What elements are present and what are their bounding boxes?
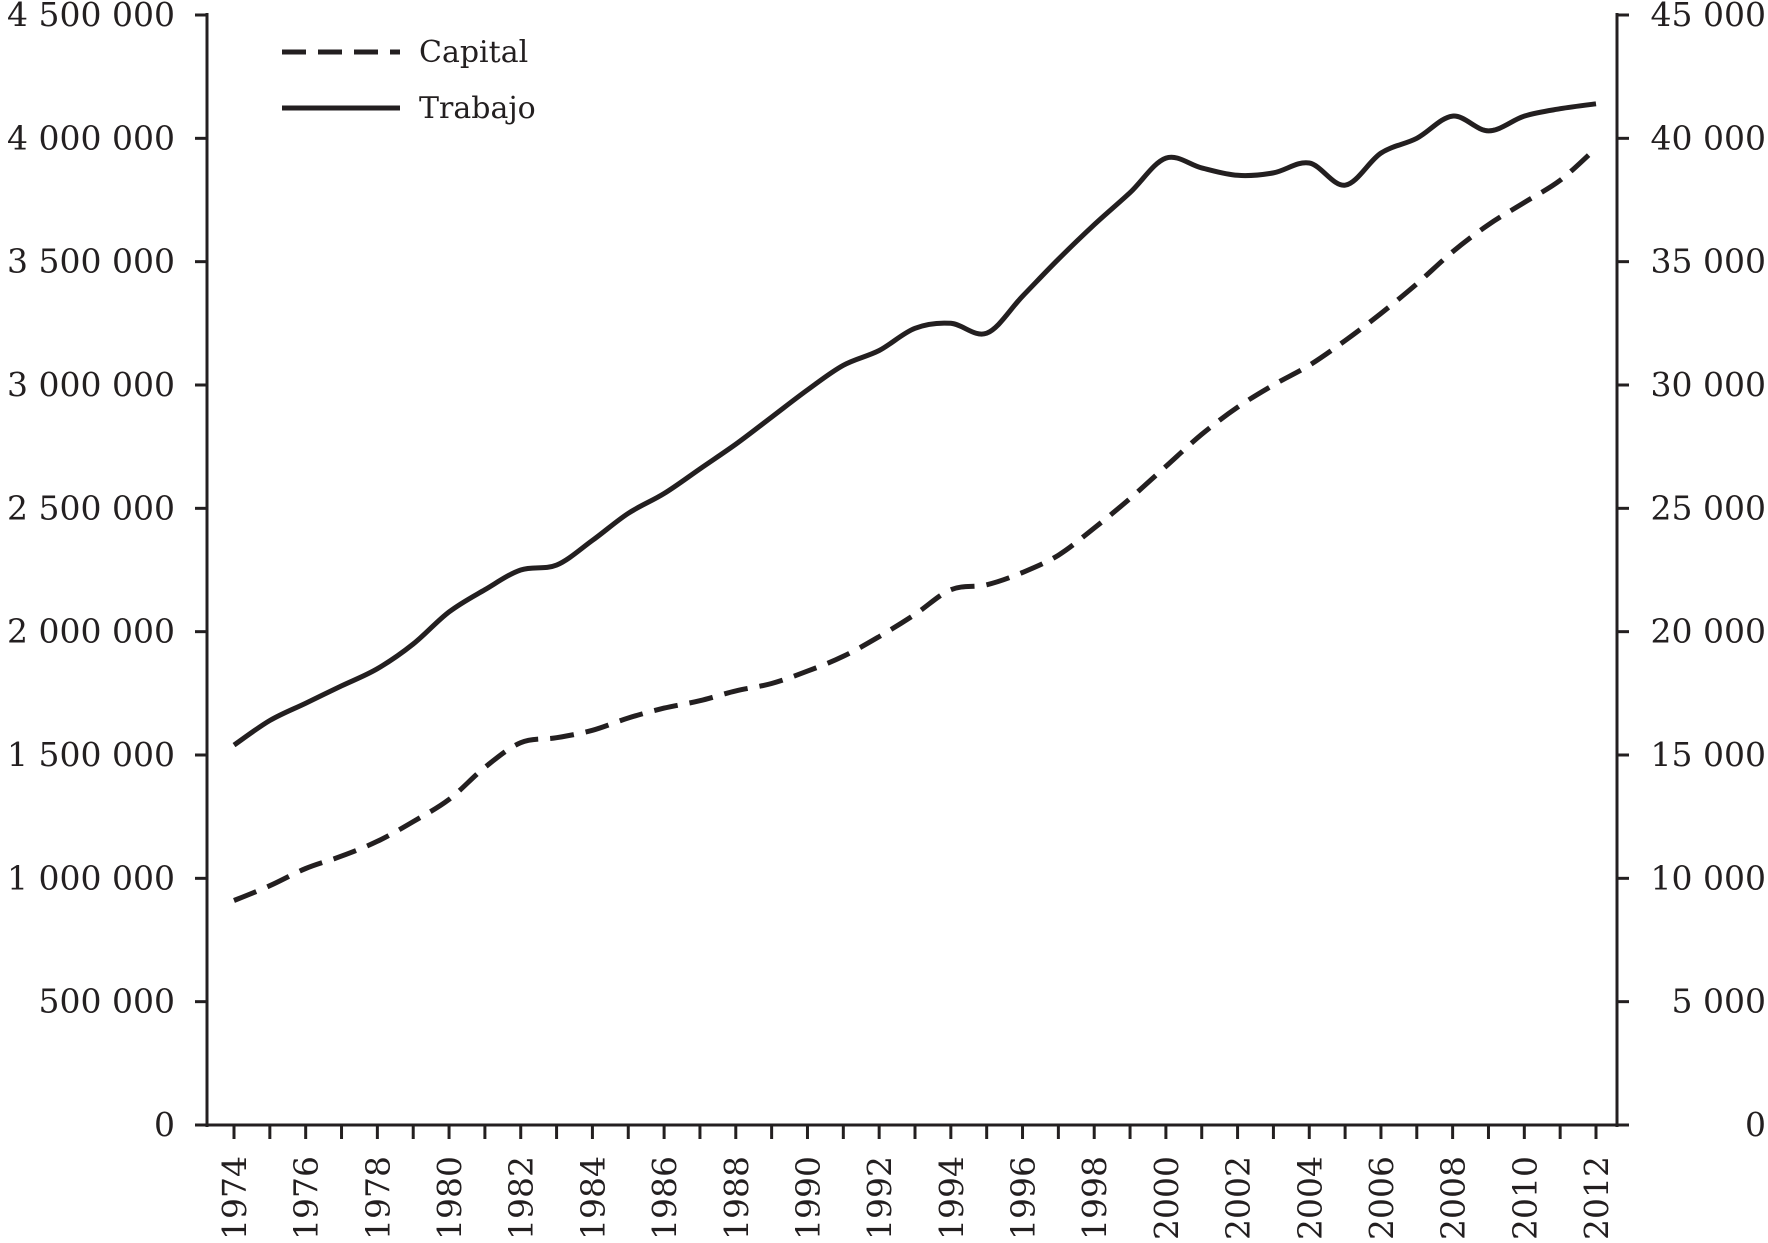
x-tick-label: 1994 (932, 1156, 971, 1240)
x-tick-label: 2004 (1290, 1156, 1329, 1240)
x-tick-label: 1974 (215, 1156, 254, 1240)
y-left-tick-label: 0 (154, 1105, 175, 1144)
legend: Capital Trabajo (282, 35, 536, 126)
x-tick-label: 1998 (1075, 1156, 1114, 1240)
x-tick-label: 1990 (788, 1156, 827, 1240)
y-left-tick-label: 3 000 000 (7, 365, 175, 404)
x-tick-label: 2006 (1362, 1156, 1401, 1240)
y-right-tick-label: 5 000 (1672, 982, 1766, 1021)
x-tick-label: 1976 (287, 1156, 326, 1240)
x-tick-label: 2002 (1219, 1156, 1258, 1240)
y-left-tick-label: 4 000 000 (7, 118, 175, 157)
y-right-tick-label: 15 000 (1651, 735, 1766, 774)
series-line-capital (233, 146, 1598, 903)
x-tick-label: 1992 (860, 1156, 899, 1240)
axes: 0 500 000 1 000 000 1 500 000 2 000 000 2 500… (7, 0, 1766, 1240)
y-left-tick-label: 2 000 000 (7, 612, 175, 651)
series-line-trabajo (232, 101, 1597, 748)
y-left-tick-label: 2 500 000 (7, 488, 175, 527)
legend-label-capital: Capital (419, 35, 528, 70)
y-left-tick-label: 1 500 000 (7, 735, 175, 774)
y-right-tick-label: 40 000 (1651, 118, 1766, 157)
x-tick-label: 1986 (645, 1156, 684, 1240)
y-left-tick-label: 4 500 000 (7, 0, 175, 34)
y-right-tick-label: 10 000 (1651, 858, 1766, 897)
y-left-tick-label: 1 000 000 (7, 858, 175, 897)
legend-label-trabajo: Trabajo (419, 91, 536, 126)
y-right-tick-label: 20 000 (1651, 612, 1766, 651)
y-right-tick-label: 0 (1745, 1105, 1766, 1144)
x-tick-label: 2008 (1434, 1156, 1473, 1240)
y-right-tick-label: 35 000 (1651, 242, 1766, 281)
x-tick-label: 1996 (1004, 1156, 1043, 1240)
x-tick-label: 2010 (1505, 1156, 1544, 1240)
x-tick-label: 1988 (717, 1156, 756, 1240)
y-left-tick-label: 3 500 000 (7, 242, 175, 281)
series-lines (232, 101, 1598, 903)
y-left-tick-label: 500 000 (39, 982, 175, 1021)
x-tick-label: 1980 (430, 1156, 469, 1240)
x-tick-label: 1978 (358, 1156, 397, 1240)
x-tick-label: 1982 (502, 1156, 541, 1240)
y-right-tick-label: 25 000 (1651, 488, 1766, 527)
x-tick-label: 2012 (1577, 1156, 1616, 1240)
y-right-tick-label: 30 000 (1651, 365, 1766, 404)
y-right-tick-label: 45 000 (1651, 0, 1766, 34)
x-tick-label: 1984 (573, 1156, 612, 1240)
x-tick-label: 2000 (1147, 1156, 1186, 1240)
